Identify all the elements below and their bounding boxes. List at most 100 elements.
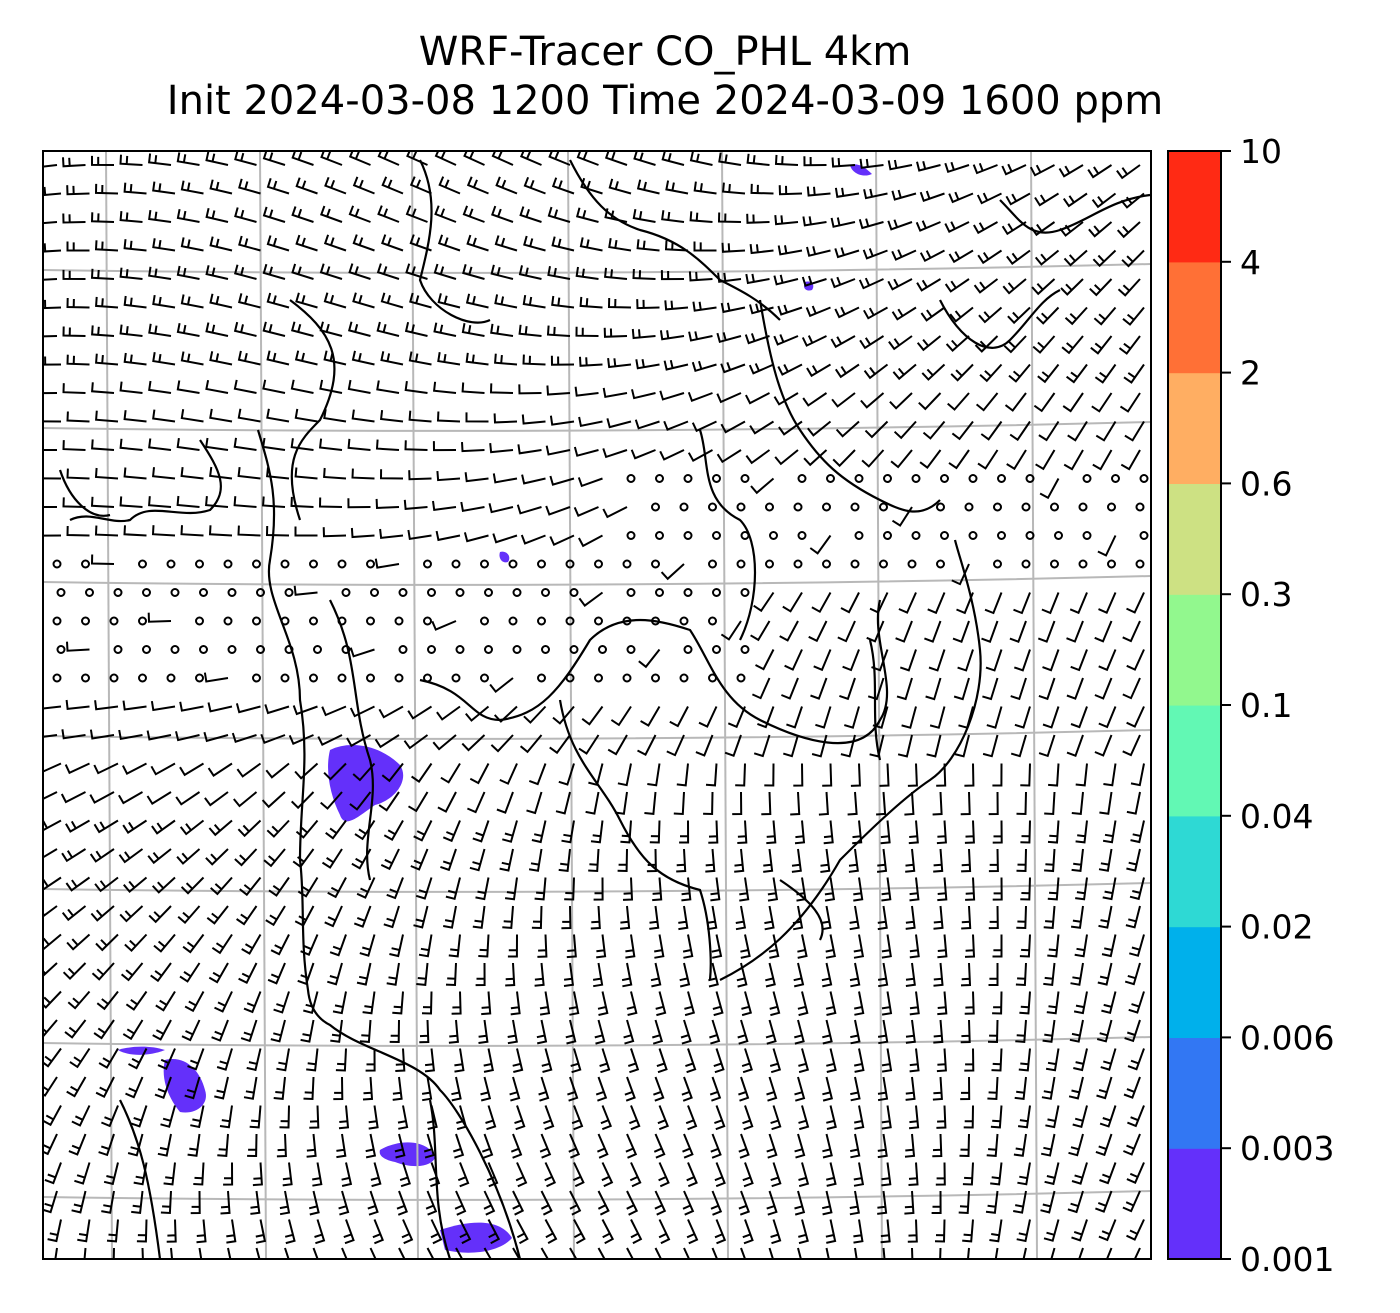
wind-barb	[543, 1105, 555, 1131]
wind-barb	[478, 1019, 489, 1044]
wind-barb	[624, 1076, 636, 1102]
wind-barb	[405, 205, 428, 223]
wind-barb	[980, 420, 1003, 441]
wind-barb	[66, 297, 90, 309]
wind-barb	[1072, 1105, 1088, 1129]
wind-barb	[739, 877, 750, 902]
wind-barb	[43, 221, 58, 225]
wind-barb	[916, 278, 942, 292]
wind-barb	[1019, 934, 1031, 958]
wind-barb	[1126, 791, 1141, 815]
wind-barb	[69, 1047, 91, 1069]
calm-wind-circle	[142, 645, 151, 654]
wind-barb	[1042, 649, 1060, 672]
wind-barb	[1126, 848, 1141, 872]
wind-barb	[91, 325, 115, 337]
wind-barb	[550, 355, 575, 366]
wind-barb	[266, 350, 290, 366]
calm-wind-circle	[879, 502, 888, 512]
wind-barb	[858, 277, 884, 290]
wind-barb	[1015, 1019, 1027, 1043]
wind-barb	[577, 477, 603, 488]
wind-barb	[794, 1076, 806, 1102]
wind-barb	[457, 1162, 470, 1188]
calm-wind-circle	[655, 588, 664, 597]
wind-barb	[1101, 934, 1117, 958]
wind-barb	[798, 1105, 810, 1131]
wind-barb	[490, 264, 514, 280]
wind-barb	[381, 176, 404, 195]
wind-barb	[625, 934, 636, 959]
wind-barb	[413, 820, 433, 842]
wind-barb	[319, 263, 343, 280]
wind-barb	[581, 705, 604, 726]
wind-barb	[1066, 363, 1088, 384]
wind-barb	[319, 379, 343, 394]
wind-barb	[1001, 163, 1027, 176]
wind-barb	[1091, 192, 1117, 209]
wind-barb	[1122, 1190, 1141, 1213]
calm-wind-circle	[651, 673, 660, 683]
wind-barb	[223, 1162, 234, 1186]
wind-barb	[982, 677, 999, 701]
wind-barb	[293, 585, 318, 596]
wind-barb	[654, 1247, 663, 1259]
wind-barb	[466, 791, 486, 814]
wind-barb	[680, 1019, 692, 1045]
wind-barb	[351, 848, 372, 870]
wind-barb	[867, 677, 885, 701]
wind-barb	[493, 413, 518, 424]
wind-barb	[418, 934, 433, 958]
wind-barb	[539, 1133, 552, 1159]
wind-barb	[579, 356, 603, 367]
wind-barb	[507, 1019, 518, 1045]
wind-barb	[1040, 1133, 1056, 1157]
wind-barb	[216, 1048, 233, 1071]
wind-barb	[90, 905, 115, 922]
wind-barb	[1006, 449, 1027, 471]
wind-barb	[1130, 820, 1145, 844]
wind-barb	[119, 438, 143, 451]
wind-barb	[950, 363, 974, 382]
wind-barb	[888, 335, 913, 351]
wind-barb	[703, 791, 714, 816]
wind-barb	[367, 1190, 379, 1216]
wind-barb	[1016, 905, 1027, 930]
wind-barb	[210, 876, 233, 896]
wind-barb	[352, 762, 376, 782]
wind-barb	[491, 205, 514, 223]
wind-barb	[1006, 249, 1031, 265]
wind-barb	[564, 877, 575, 901]
wind-barb	[809, 534, 832, 555]
wind-barb	[1098, 649, 1117, 672]
wind-barb	[179, 819, 205, 836]
wind-barb	[309, 1105, 320, 1129]
wind-barb	[896, 677, 913, 701]
wind-barb	[1120, 449, 1141, 471]
wind-barb	[94, 183, 119, 195]
wind-barb	[988, 963, 999, 986]
wind-barb	[994, 1247, 999, 1259]
wind-barb	[62, 269, 86, 280]
wind-barb	[288, 734, 314, 746]
wind-barb	[209, 236, 233, 252]
calm-wind-circle	[883, 474, 892, 483]
wind-barb	[973, 221, 998, 235]
wind-barb	[783, 734, 799, 758]
wind-barb	[465, 412, 489, 423]
wind-barb	[630, 449, 656, 460]
wind-barb	[148, 380, 172, 394]
wind-barb	[261, 791, 286, 809]
wind-barb	[1038, 734, 1056, 758]
colorbar-tick-label: 0.003	[1240, 1129, 1334, 1168]
wind-barb	[43, 1105, 62, 1127]
wind-barb	[312, 1247, 319, 1259]
calm-wind-circle	[736, 502, 746, 512]
calm-wind-circle	[313, 645, 322, 654]
wind-barb	[502, 905, 514, 929]
calm-wind-circle	[936, 559, 945, 569]
wind-barb	[1030, 221, 1056, 237]
wind-barb	[43, 449, 57, 451]
calm-wind-circle	[879, 559, 888, 569]
wind-barb	[578, 416, 603, 427]
